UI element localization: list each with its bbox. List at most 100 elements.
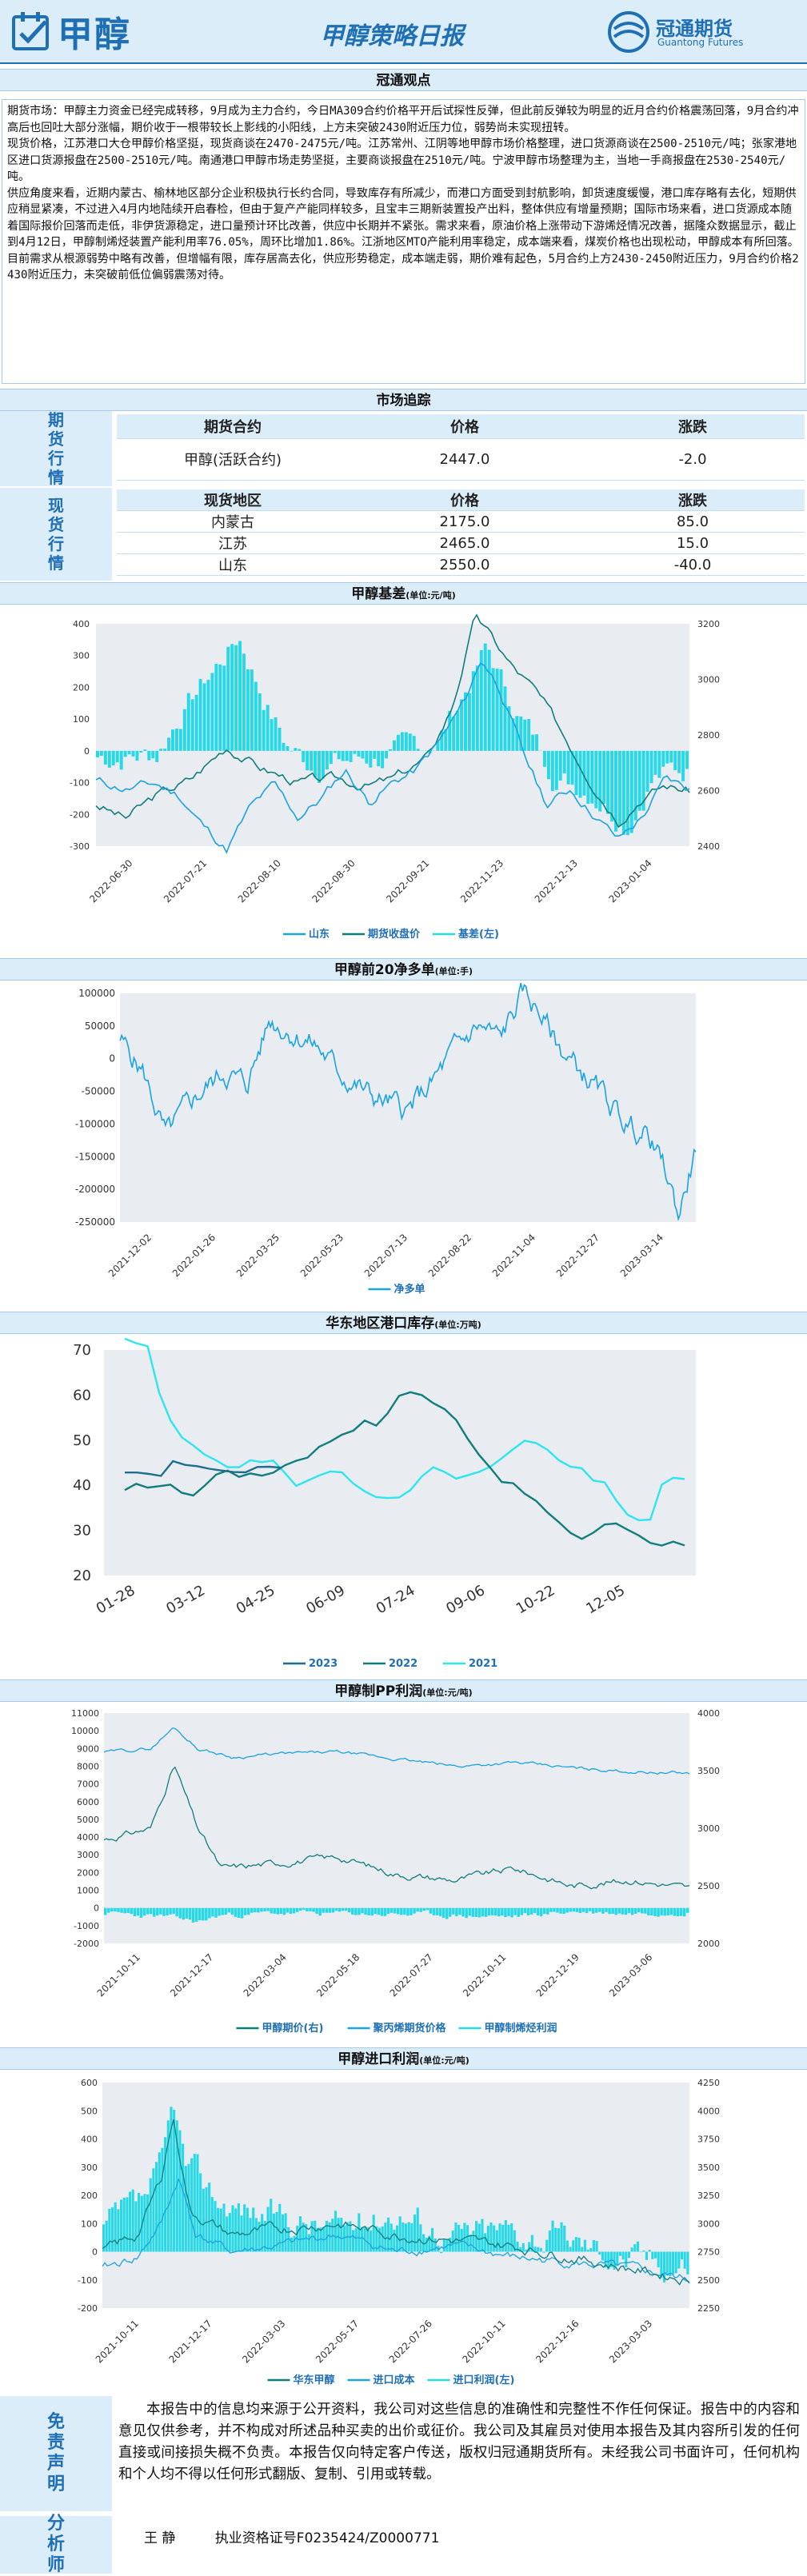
import-profit-bar [589,2248,593,2252]
olefin-profit-bar [601,1907,605,1914]
olefin-profit-bar [315,1907,318,1914]
olefin-profit-bar [669,1907,673,1915]
olefin-profit-bar [641,1907,644,1914]
futures-header-contract: 期货合约 [117,414,349,439]
olefin-profit-bar [194,1907,198,1923]
olefin-profit-bar [494,1907,497,1916]
basis-bar [590,750,594,804]
basis-bar [103,750,107,765]
y-tick-label: 50000 [85,1020,115,1032]
legend-label: 甲醇制烯烃利润 [485,2022,557,2035]
import-profit-bar [572,2240,575,2252]
brand-name-cn: 冠通期货 [656,18,733,40]
olefin-profit-bar [657,1907,660,1917]
y-tick-label-left: 6000 [77,1797,99,1807]
port-inventory-chart: 70 60 50 40 30 20 01-28 03-12 04-25 06-09 07-24 09-… [0,1336,807,1675]
y-tick-label: -250000 [75,1216,115,1228]
import-profit-bar [349,2221,352,2252]
basis-bar [278,728,282,751]
olefin-profit-bar [449,1907,452,1917]
olefin-profit-bar [318,1907,322,1916]
olefin-profit-bar [354,1907,358,1915]
import-profit-bar [627,2251,630,2258]
olefin-profit-bar [608,1907,611,1915]
olefin-profit-bar [159,1907,162,1915]
series-2021-line [124,1337,685,1522]
olefin-profit-bar [162,1907,166,1916]
basis-bar [499,669,503,751]
olefin-profit-bar [477,1907,481,1918]
x-tick-label: 09-06 [443,1582,488,1617]
import-profit-bar [613,2251,616,2270]
basis-bar [198,678,202,751]
import-profit-bar [484,2233,487,2252]
olefin-profit-bar [413,1907,416,1914]
basis-bar [282,742,286,751]
basis-bar [262,709,266,751]
basis-bar [665,750,669,764]
olefin-profit-bar [546,1907,549,1915]
x-tick-label: 2023-03-14 [618,1232,665,1279]
olefin-profit-bar [185,1907,189,1919]
basis-bar [385,750,389,759]
legend-label: 山东 [309,928,330,941]
import-profit-bar [669,2251,672,2277]
mto-profit-chart-header: 甲醇制PP利润(单位:元/吨) [0,1679,807,1702]
east-china-methanol-line [102,2119,690,2286]
olefin-profit-bar [425,1907,429,1911]
import-profit-bar [246,2207,249,2252]
import-profit-bar [504,2219,507,2252]
basis-bar [578,750,582,798]
futures-cell-contract: 甲醇(活跃合约) [117,438,349,481]
olefin-profit-bar [553,1907,556,1912]
olefin-profit-bar [386,1907,390,1914]
basis-bar [396,734,400,751]
import-profit-bar [674,2251,677,2274]
basis-bar [111,750,115,766]
logo-text: 甲醇 [58,14,131,55]
y-tick-label-right: 3750 [697,2135,720,2145]
olefin-profit-bar [513,1907,517,1915]
import-profit-bar [398,2216,402,2252]
olefin-profit-bar [529,1907,533,1915]
report-header: 甲醇 甲醇策略日报 冠通期货 Guantong Futures [0,0,807,64]
olefin-profit-bar [178,1907,182,1919]
import-profit-bar [440,2251,443,2254]
import-profit-bar [510,2223,513,2252]
olefin-profit-bar [133,1907,137,1916]
import-profit-bar [222,2203,226,2252]
basis-bar [610,750,614,822]
basis-bar [515,716,519,751]
basis-bar [436,741,440,751]
import-profit-bar [210,2197,214,2252]
import-profit-bar [662,2251,666,2282]
import-profit-bar [625,2251,628,2267]
import-profit-bar [284,2213,287,2252]
x-tick-label: 2022-12-16 [533,2318,581,2365]
report-title: 甲醇策略日报 [320,22,464,50]
basis-bar [147,750,151,761]
analyst-info: 王 静 执业资格证号F0235424/Z0000771 [144,2526,474,2546]
basis-bar [333,750,337,753]
olefin-profit-bar [374,1907,377,1915]
olefin-profit-bar [286,1907,290,1913]
y-tick-label-left: -100 [78,2275,98,2286]
olefin-profit-bar [682,1907,686,1917]
y-tick-label-left: 3000 [77,1850,99,1860]
legend-label: 净多单 [394,1283,425,1296]
x-tick-label: 2022-05-18 [314,1951,362,1999]
import-profit-bar [651,2251,654,2259]
olefin-profit-bar [367,1907,370,1915]
import-profit-bar [319,2227,322,2252]
olefin-profit-bar [377,1907,381,1915]
y-tick-label-left: 9000 [77,1743,99,1754]
import-profit-bar [481,2219,484,2252]
olefin-profit-bar [595,1907,598,1913]
olefin-profit-bar [156,1907,159,1916]
olefin-profit-bar [380,1907,384,1916]
basis-bar [416,749,420,751]
import-profit-bar [428,2235,431,2252]
basis-bar [318,750,321,783]
import-profit-bar [122,2197,126,2252]
olefin-profit-bar [441,1907,445,1919]
